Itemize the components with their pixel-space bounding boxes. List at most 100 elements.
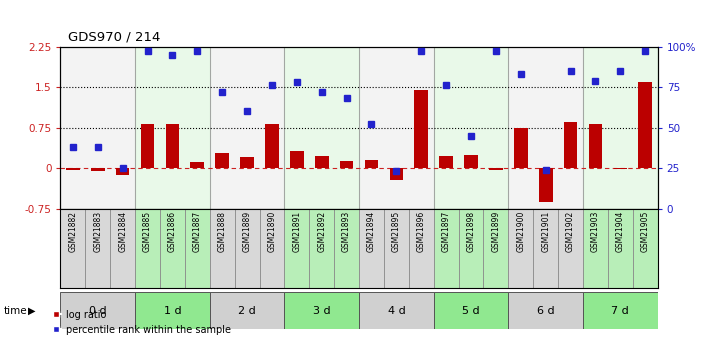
Bar — [210, 47, 284, 209]
Text: 1 d: 1 d — [164, 306, 181, 315]
Bar — [508, 292, 583, 329]
Bar — [334, 209, 359, 288]
Text: GSM21889: GSM21889 — [242, 211, 252, 252]
Legend: log ratio, percentile rank within the sample: log ratio, percentile rank within the sa… — [48, 306, 235, 338]
Text: GSM21900: GSM21900 — [516, 211, 525, 253]
Bar — [508, 209, 533, 288]
Text: 2 d: 2 d — [238, 306, 256, 315]
Bar — [284, 292, 359, 329]
Bar — [290, 151, 304, 168]
Bar — [135, 292, 210, 329]
Text: GSM21898: GSM21898 — [466, 211, 476, 252]
Text: GSM21883: GSM21883 — [93, 211, 102, 252]
Bar — [235, 209, 260, 288]
Bar — [564, 122, 577, 168]
Bar — [464, 155, 478, 168]
Bar — [85, 209, 110, 288]
Text: GSM21890: GSM21890 — [267, 211, 277, 252]
Bar — [315, 156, 328, 168]
Text: GSM21895: GSM21895 — [392, 211, 401, 252]
Bar — [265, 124, 279, 168]
Bar — [583, 209, 608, 288]
Bar — [614, 168, 627, 169]
Bar — [359, 292, 434, 329]
Bar — [514, 128, 528, 168]
Bar — [215, 153, 229, 168]
Bar — [110, 209, 135, 288]
Bar — [191, 162, 204, 168]
Bar — [415, 90, 428, 168]
Bar — [60, 209, 85, 288]
Bar — [558, 209, 583, 288]
Bar — [91, 168, 105, 171]
Bar — [508, 47, 583, 209]
Text: GSM21897: GSM21897 — [442, 211, 451, 252]
Text: GSM21903: GSM21903 — [591, 211, 600, 253]
Bar — [66, 168, 80, 170]
Bar — [60, 292, 135, 329]
Text: GSM21894: GSM21894 — [367, 211, 376, 252]
Bar — [116, 168, 129, 175]
Text: 5 d: 5 d — [462, 306, 480, 315]
Text: 7 d: 7 d — [611, 306, 629, 315]
Text: 4 d: 4 d — [387, 306, 405, 315]
Text: GSM21892: GSM21892 — [317, 211, 326, 252]
Text: GDS970 / 214: GDS970 / 214 — [68, 30, 160, 43]
Bar — [638, 82, 652, 168]
Text: GSM21887: GSM21887 — [193, 211, 202, 252]
Bar — [240, 157, 254, 168]
Bar — [390, 168, 403, 180]
Bar — [365, 159, 378, 168]
Text: 3 d: 3 d — [313, 306, 331, 315]
Bar — [284, 47, 359, 209]
Text: GSM21905: GSM21905 — [641, 211, 650, 253]
Bar — [533, 209, 558, 288]
Text: GSM21901: GSM21901 — [541, 211, 550, 252]
Bar — [539, 168, 552, 202]
Bar — [210, 292, 284, 329]
Bar — [434, 47, 508, 209]
Bar — [160, 209, 185, 288]
Bar — [135, 209, 160, 288]
Text: GSM21899: GSM21899 — [491, 211, 501, 252]
Bar — [359, 47, 434, 209]
Bar — [141, 124, 154, 168]
Bar — [260, 209, 284, 288]
Text: ▶: ▶ — [28, 306, 36, 315]
Bar — [284, 209, 309, 288]
Text: 0 d: 0 d — [89, 306, 107, 315]
Bar — [608, 209, 633, 288]
Text: GSM21884: GSM21884 — [118, 211, 127, 252]
Bar — [489, 168, 503, 170]
Text: GSM21891: GSM21891 — [292, 211, 301, 252]
Text: time: time — [4, 306, 27, 315]
Bar — [483, 209, 508, 288]
Bar — [340, 161, 353, 168]
Bar — [439, 156, 453, 168]
Bar — [633, 209, 658, 288]
Bar — [166, 124, 179, 168]
Text: GSM21888: GSM21888 — [218, 211, 227, 252]
Text: GSM21882: GSM21882 — [68, 211, 77, 252]
Text: GSM21893: GSM21893 — [342, 211, 351, 252]
Text: GSM21896: GSM21896 — [417, 211, 426, 252]
Bar — [409, 209, 434, 288]
Text: GSM21885: GSM21885 — [143, 211, 152, 252]
Text: 6 d: 6 d — [537, 306, 555, 315]
Bar — [583, 47, 658, 209]
Bar — [359, 209, 384, 288]
Bar — [589, 124, 602, 168]
Bar — [583, 292, 658, 329]
Bar — [459, 209, 483, 288]
Bar — [434, 209, 459, 288]
Bar — [185, 209, 210, 288]
Bar — [384, 209, 409, 288]
Bar — [60, 47, 135, 209]
Text: GSM21902: GSM21902 — [566, 211, 575, 252]
Text: GSM21886: GSM21886 — [168, 211, 177, 252]
Bar — [309, 209, 334, 288]
Bar — [434, 292, 508, 329]
Bar — [210, 209, 235, 288]
Text: GSM21904: GSM21904 — [616, 211, 625, 253]
Bar — [135, 47, 210, 209]
